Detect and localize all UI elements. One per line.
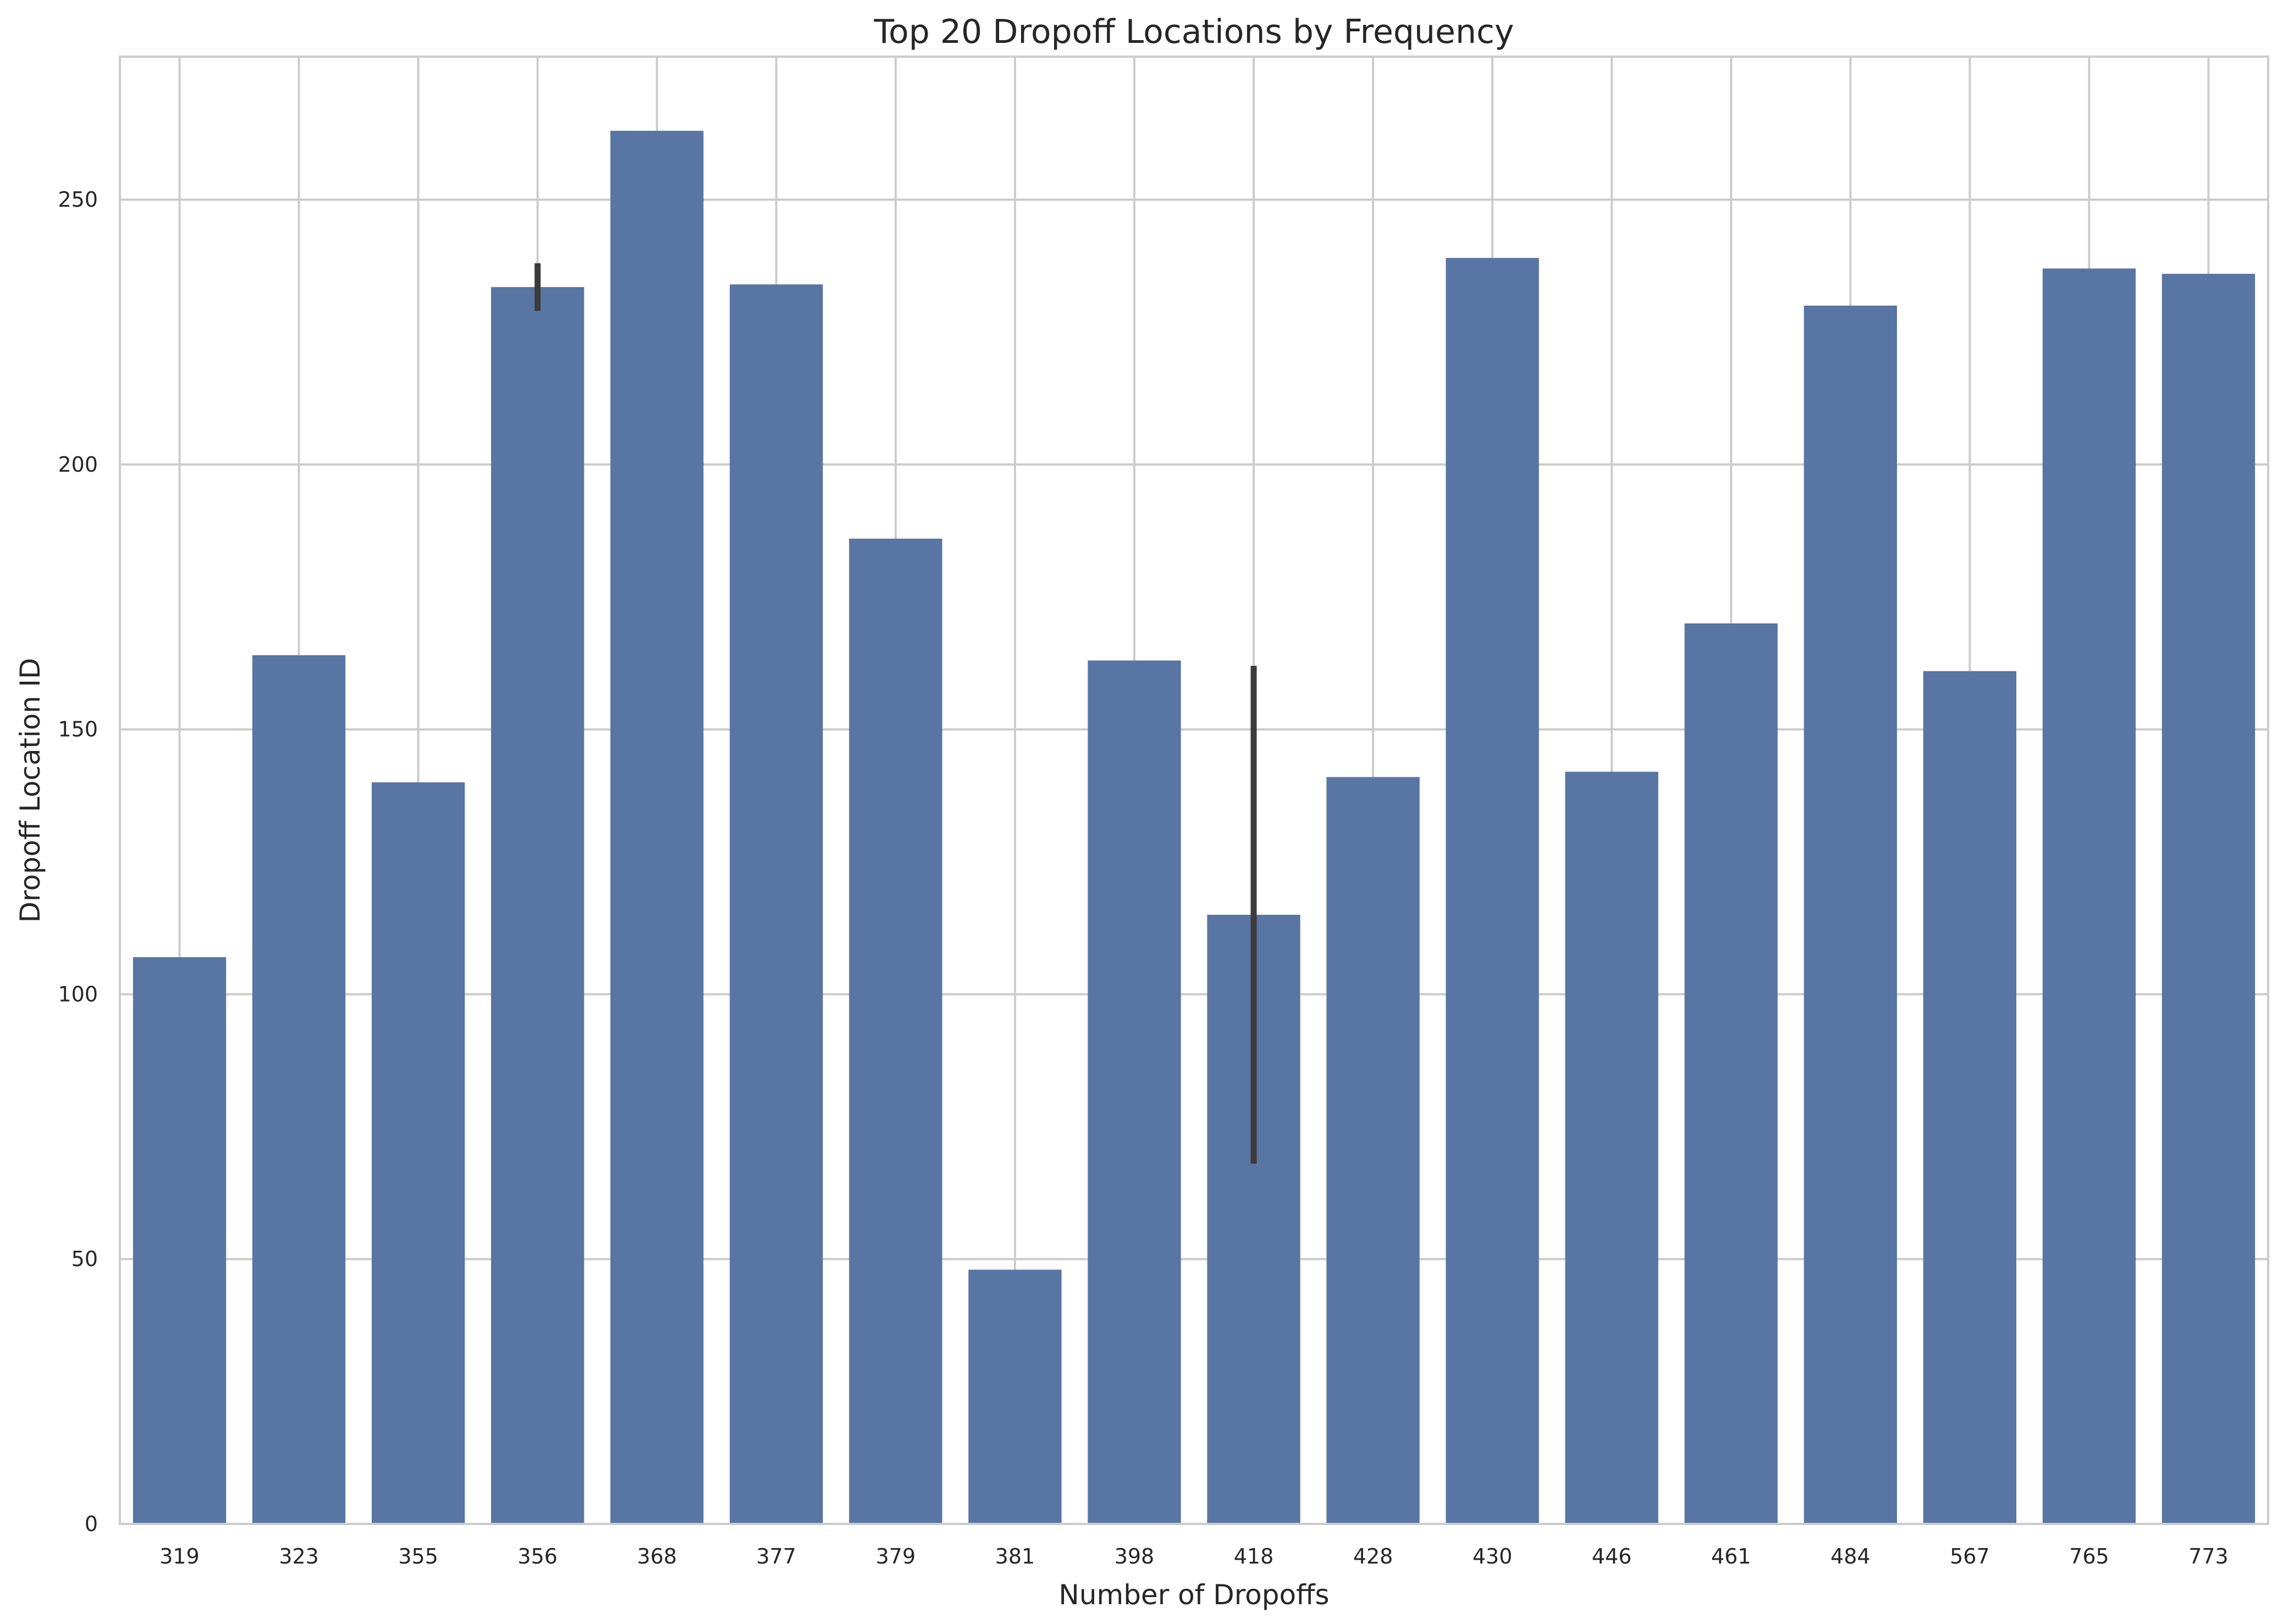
bars bbox=[133, 130, 2256, 1524]
x-tick-label: 323 bbox=[279, 1544, 319, 1568]
x-tick-label: 765 bbox=[2069, 1544, 2109, 1568]
x-tick-label: 567 bbox=[1950, 1544, 1990, 1568]
x-tick-label: 377 bbox=[757, 1544, 797, 1568]
plot-frame bbox=[119, 56, 2269, 1525]
bar-773 bbox=[2161, 274, 2256, 1524]
x-tick-label: 418 bbox=[1234, 1544, 1274, 1568]
bar-428 bbox=[1326, 777, 1420, 1524]
x-tick-label: 356 bbox=[517, 1544, 558, 1568]
x-tick-labels: 319 323 355 356 368 377 379 381 398 418 428 430 446 4… bbox=[159, 1544, 2228, 1568]
bar-368 bbox=[610, 130, 704, 1524]
x-tick-label: 773 bbox=[2188, 1544, 2229, 1568]
x-tick-label: 484 bbox=[1830, 1544, 1871, 1568]
y-tick-label: 50 bbox=[71, 1247, 98, 1271]
x-axis-label: Number of Dropoffs bbox=[1058, 1579, 1329, 1611]
bar-319 bbox=[133, 957, 227, 1524]
y-axis-label: Dropoff Location ID bbox=[14, 658, 46, 923]
y-tick-label: 150 bbox=[58, 717, 98, 742]
chart-title: Top 20 Dropoff Locations by Frequency bbox=[874, 13, 1514, 51]
x-tick-label: 368 bbox=[637, 1544, 677, 1568]
y-tick-label: 0 bbox=[85, 1512, 98, 1536]
error-bars bbox=[534, 263, 1257, 1164]
bar-356 bbox=[491, 287, 584, 1524]
x-tick-label: 398 bbox=[1115, 1544, 1155, 1568]
bar-765 bbox=[2042, 268, 2136, 1524]
x-tick-label: 319 bbox=[159, 1544, 200, 1568]
x-tick-label: 430 bbox=[1473, 1544, 1513, 1568]
bar-398 bbox=[1088, 660, 1181, 1524]
bar-355 bbox=[371, 782, 465, 1524]
x-tick-label: 446 bbox=[1592, 1544, 1632, 1568]
y-tick-label: 100 bbox=[58, 982, 98, 1006]
bar-381 bbox=[968, 1269, 1062, 1524]
x-tick-label: 428 bbox=[1353, 1544, 1393, 1568]
bar-430 bbox=[1446, 258, 1539, 1524]
bar-377 bbox=[730, 284, 823, 1524]
bar-461 bbox=[1684, 623, 1778, 1524]
y-tick-labels: 0 50 100 150 200 250 bbox=[58, 187, 98, 1536]
x-tick-label: 379 bbox=[876, 1544, 916, 1568]
bar-484 bbox=[1804, 305, 1897, 1524]
y-tick-label: 250 bbox=[58, 187, 98, 212]
y-tick-label: 200 bbox=[58, 452, 98, 477]
bar-323 bbox=[252, 655, 346, 1524]
x-tick-label: 381 bbox=[995, 1544, 1035, 1568]
x-tick-label: 355 bbox=[398, 1544, 438, 1568]
bar-567 bbox=[1923, 671, 2017, 1524]
x-tick-label: 461 bbox=[1711, 1544, 1751, 1568]
bar-446 bbox=[1565, 771, 1658, 1524]
bar-379 bbox=[849, 538, 942, 1524]
